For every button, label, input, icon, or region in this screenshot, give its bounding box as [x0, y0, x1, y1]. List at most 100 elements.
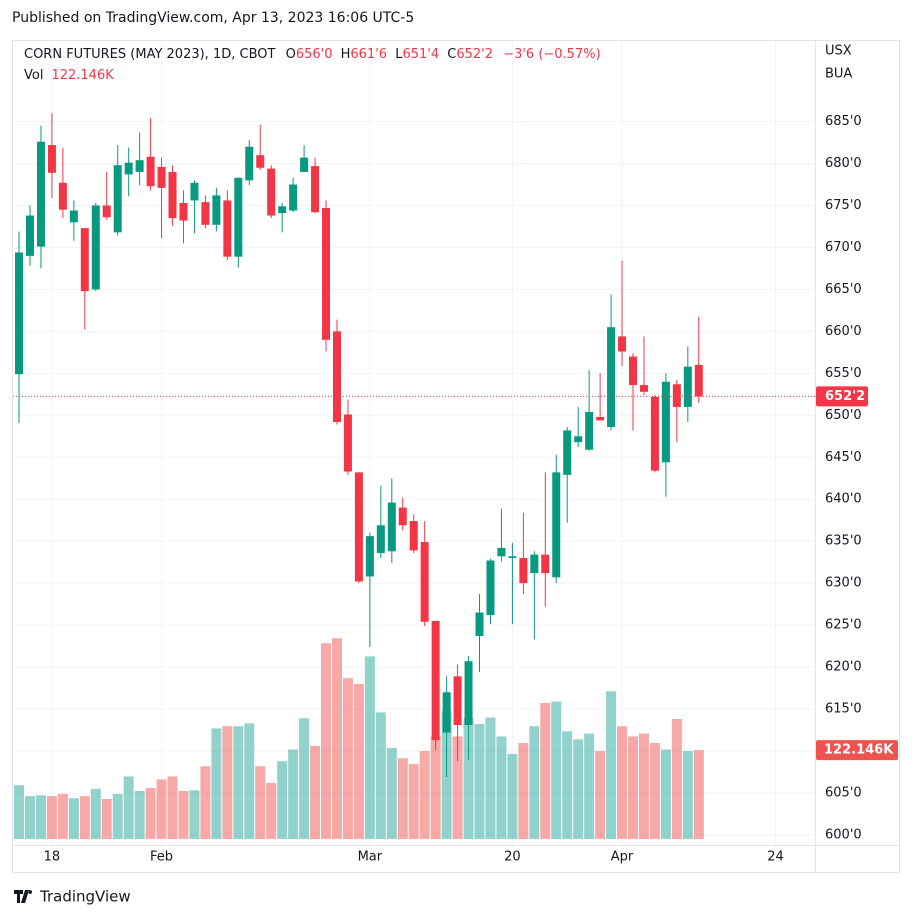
y-tick-label: 655'0 — [825, 366, 862, 381]
volume-bar — [573, 739, 584, 839]
y-tick-label: 650'0 — [825, 408, 862, 423]
candle-body — [223, 200, 232, 257]
volume-bar — [463, 718, 474, 839]
candle-body — [332, 331, 341, 423]
volume-bar — [364, 656, 375, 839]
candle-body — [661, 381, 670, 463]
y-tick-label: 680'0 — [825, 156, 862, 171]
volume-bar — [606, 691, 617, 839]
ohlc-name: O — [286, 47, 296, 62]
volume-bar — [671, 718, 682, 839]
candle-body — [486, 560, 495, 616]
y-tick-label: 600'0 — [825, 827, 862, 842]
volume-bar — [178, 790, 189, 839]
logo: TradingView — [14, 888, 131, 906]
volume-bar — [342, 678, 353, 839]
volume-bar — [145, 788, 156, 839]
candle-body — [311, 166, 320, 213]
last-price-box — [816, 386, 868, 407]
candle-body — [36, 141, 45, 247]
candle-body — [102, 205, 111, 218]
volume-value: 122.146K — [51, 68, 114, 83]
x-tick-label: 20 — [504, 850, 521, 865]
candle-body — [245, 146, 254, 181]
candle-body — [607, 327, 616, 428]
candle-body — [201, 202, 210, 225]
volume-legend: Vol 122.146K — [24, 68, 114, 83]
y-tick-label: 615'0 — [825, 702, 862, 717]
volume-bar — [211, 728, 222, 839]
candle-body — [574, 436, 583, 443]
published: Published on TradingView.com, Apr 13, 20… — [12, 10, 414, 26]
ohlc-value: 656'0 — [296, 47, 333, 62]
volume-bar — [288, 749, 299, 839]
volume-bar — [660, 749, 671, 839]
ohlc-name: H — [341, 47, 351, 62]
volume-bar — [222, 726, 233, 839]
ohlc-name: C — [447, 47, 456, 62]
change: −3'6 (−0.57%) — [503, 47, 600, 62]
candle-body — [15, 252, 24, 375]
volume-bar — [156, 779, 167, 839]
candle-body — [343, 414, 352, 472]
y-tick-label: 665'0 — [825, 282, 862, 297]
y-tick-label: 660'0 — [825, 324, 862, 339]
candle-body — [596, 416, 605, 421]
y-tick-label: 670'0 — [825, 240, 862, 255]
x-tick-label: Mar — [358, 850, 383, 865]
volume-bar — [485, 717, 496, 839]
volume-bar — [79, 796, 90, 839]
volume-bar — [35, 795, 46, 839]
candle-body — [91, 205, 100, 290]
candle-body — [442, 692, 451, 733]
candle-body — [256, 155, 265, 168]
candle-body — [409, 521, 418, 551]
candle-body — [519, 557, 528, 584]
candle-body — [300, 157, 309, 172]
volume-bar — [649, 742, 660, 839]
y-tick-label: 635'0 — [825, 534, 862, 549]
candle-body — [508, 556, 517, 558]
volume-bar — [419, 750, 430, 839]
volume-bar — [375, 712, 386, 839]
candle-body — [497, 547, 506, 557]
volume-bar — [255, 766, 266, 839]
candle-body — [431, 620, 440, 741]
last-volume-label: 122.146K — [824, 743, 894, 758]
candle-body — [146, 156, 155, 187]
ohlc-value: 661'6 — [350, 47, 387, 62]
candle-body — [585, 411, 594, 450]
volume-bar — [266, 782, 277, 839]
logo-text: TradingView — [39, 888, 131, 906]
volume-bar — [562, 731, 573, 839]
legend-line: CORN FUTURES (MAY 2023), 1D, CBOT O656'0… — [24, 47, 601, 62]
volume-bar — [507, 753, 518, 839]
candle-body — [618, 336, 627, 352]
candle-body — [420, 542, 429, 622]
ohlc-name: L — [395, 47, 403, 62]
volume-bar — [200, 766, 211, 839]
y-tick-label: 675'0 — [825, 198, 862, 213]
candle-body — [25, 215, 34, 256]
candle-body — [376, 525, 385, 553]
candle-body — [234, 177, 243, 257]
candle-body — [190, 182, 199, 201]
candle-body — [179, 202, 188, 221]
volume-bar — [112, 793, 123, 839]
volume-bar — [57, 793, 68, 839]
volume-bar — [331, 638, 342, 839]
candle-body — [387, 502, 396, 552]
x-tick-label: 24 — [767, 850, 784, 865]
volume-bar — [90, 788, 101, 839]
candle-body — [58, 182, 67, 210]
volume-bar — [123, 776, 134, 839]
candle-body — [650, 396, 659, 471]
volume-bar — [617, 726, 628, 839]
candle-body — [47, 145, 56, 173]
volume-bar — [46, 796, 57, 839]
volume-bar — [551, 701, 562, 839]
volume-bar — [189, 790, 200, 839]
candle-body — [267, 168, 276, 216]
candle-body — [365, 536, 374, 577]
y-tick-label: 620'0 — [825, 660, 862, 675]
